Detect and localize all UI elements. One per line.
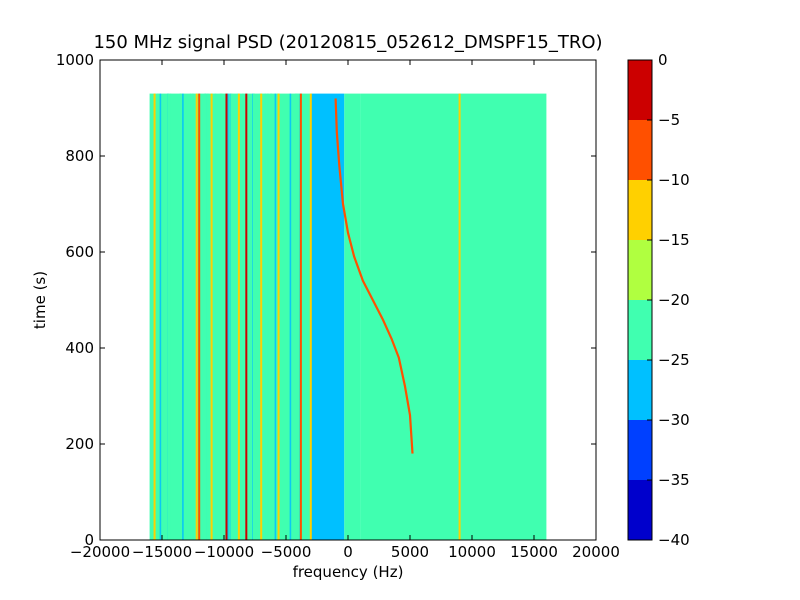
frequency-line bbox=[277, 93, 280, 540]
spectrogram-heatmap bbox=[149, 93, 547, 540]
frequency-line bbox=[230, 93, 233, 540]
colorbar-segment bbox=[628, 480, 652, 540]
x-tick-label: −10000 bbox=[194, 543, 254, 561]
y-tick-label: 0 bbox=[84, 531, 94, 549]
heatmap-texture bbox=[242, 93, 244, 540]
colorbar-tick-label: −40 bbox=[658, 531, 690, 549]
y-tick-label: 800 bbox=[65, 147, 94, 165]
colorbar-tick-label: −25 bbox=[658, 351, 690, 369]
heatmap-texture bbox=[289, 93, 292, 540]
colorbar: −40 −35 −30 −25 −20 −15 −10 −5 0 bbox=[627, 51, 690, 549]
heatmap-texture bbox=[297, 93, 299, 540]
doppler-trace bbox=[334, 98, 414, 454]
colorbar-tick-label: −30 bbox=[658, 411, 690, 429]
heatmap-texture bbox=[264, 93, 267, 540]
colorbar-segment bbox=[628, 360, 652, 420]
frequency-line bbox=[167, 93, 170, 540]
colorbar-tick-label: −5 bbox=[658, 111, 680, 129]
frequency-line bbox=[237, 93, 240, 540]
colorbar-segment bbox=[628, 240, 652, 300]
y-tick-label: 200 bbox=[65, 435, 94, 453]
frequency-line bbox=[294, 93, 297, 540]
y-tick-label: 400 bbox=[65, 339, 94, 357]
heatmap-texture bbox=[267, 93, 269, 540]
colorbar-segment bbox=[628, 420, 652, 480]
x-tick-label: 0 bbox=[343, 543, 353, 561]
frequency-line bbox=[270, 93, 273, 540]
frequency-line bbox=[198, 93, 201, 540]
x-tick-label: −15000 bbox=[132, 543, 192, 561]
colorbar-segment bbox=[628, 120, 652, 180]
colorbar-tick-label: −35 bbox=[658, 471, 690, 489]
x-tick-label: 5000 bbox=[391, 543, 429, 561]
heatmap-texture bbox=[227, 93, 229, 540]
y-axis: 0 200 400 600 800 1000 bbox=[56, 51, 596, 549]
heatmap-texture bbox=[274, 93, 277, 540]
colorbar-segment bbox=[628, 180, 652, 240]
heatmap-texture bbox=[189, 93, 192, 540]
heatmap-texture bbox=[219, 93, 222, 540]
heatmap-texture bbox=[192, 93, 194, 540]
colorbar-tick-label: −10 bbox=[658, 171, 690, 189]
x-tick-label: −20000 bbox=[70, 543, 130, 561]
frequency-line bbox=[210, 93, 213, 540]
heatmap-texture bbox=[207, 93, 209, 540]
frequency-line bbox=[260, 93, 263, 540]
chart-title: 150 MHz signal PSD (20120815_052612_DMSP… bbox=[93, 32, 602, 53]
frequency-line bbox=[153, 93, 156, 540]
heatmap-texture bbox=[182, 93, 184, 540]
heatmap-band bbox=[344, 93, 361, 540]
colorbar-tick-label: 0 bbox=[658, 51, 668, 69]
heatmap-texture bbox=[229, 93, 232, 540]
y-axis-label: time (s) bbox=[31, 271, 49, 329]
heatmap-texture bbox=[157, 93, 159, 540]
x-axis-label: frequency (Hz) bbox=[293, 563, 404, 581]
x-tick-label: 20000 bbox=[572, 543, 620, 561]
frequency-line bbox=[245, 93, 248, 540]
frequency-line bbox=[204, 93, 207, 540]
frequency-line bbox=[299, 93, 302, 540]
x-axis: −20000 −15000 −10000 −5000 0 5000 10000 15000 20… bbox=[70, 60, 620, 561]
colorbar-tick-label: −20 bbox=[658, 291, 690, 309]
frequency-line bbox=[179, 93, 182, 540]
x-tick-label: 15000 bbox=[510, 543, 558, 561]
heatmap-texture bbox=[169, 93, 172, 540]
colorbar-segment bbox=[628, 60, 652, 120]
heatmap-band bbox=[360, 93, 547, 540]
x-tick-label: 10000 bbox=[448, 543, 496, 561]
frequency-line bbox=[220, 93, 223, 540]
y-tick-label: 1000 bbox=[56, 51, 94, 69]
frequency-line bbox=[458, 93, 461, 540]
frequency-line bbox=[309, 93, 312, 540]
frequency-line bbox=[195, 93, 198, 540]
colorbar-segment bbox=[628, 300, 652, 360]
frequency-line bbox=[252, 93, 255, 540]
colorbar-tick-label: −15 bbox=[658, 231, 690, 249]
frequency-line bbox=[225, 93, 228, 540]
heatmap-texture bbox=[159, 93, 162, 540]
heatmap-texture bbox=[214, 93, 217, 540]
x-tick-label: −5000 bbox=[261, 543, 312, 561]
y-tick-label: 600 bbox=[65, 243, 94, 261]
